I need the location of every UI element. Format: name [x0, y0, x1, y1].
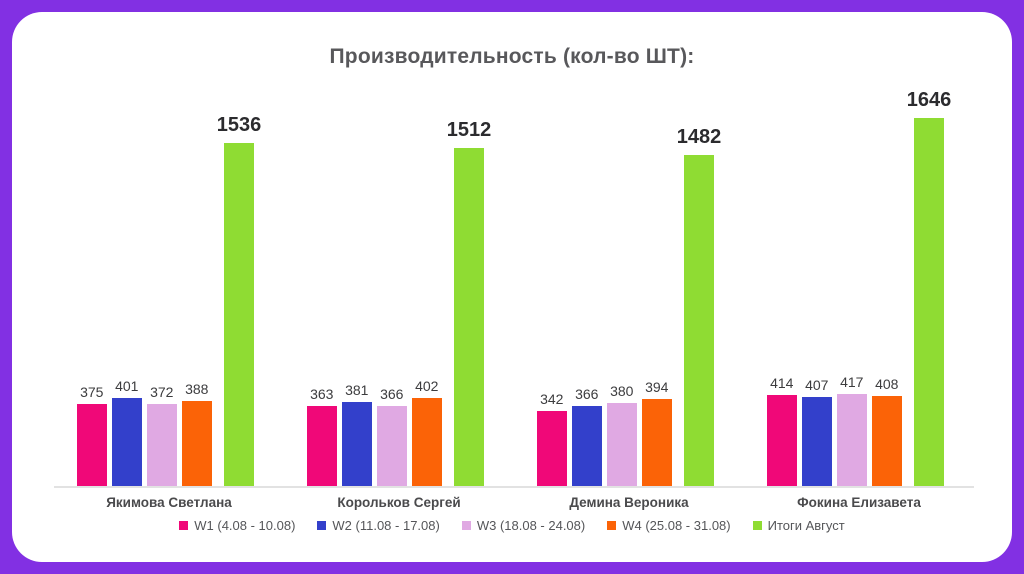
legend-item-2: W2 (11.08 - 17.08) — [317, 518, 440, 533]
category-label: Демина Вероника — [569, 495, 689, 510]
total-value-label: 1482 — [676, 126, 722, 148]
bar-value-label: 375 — [80, 384, 104, 400]
bar-column: 1482 — [676, 126, 722, 488]
legend-item-1: W1 (4.08 - 10.08) — [179, 519, 295, 532]
category-labels: Якимова Светлана Корольков Сергей Демина В… — [54, 495, 974, 510]
legend-swatch-icon — [179, 521, 189, 530]
bar-column: 394 — [641, 379, 672, 488]
bar-value-label: 417 — [840, 374, 864, 390]
bar-group-3: 342 366 380 394 1482 — [514, 12, 744, 488]
bar-series-4 — [641, 399, 672, 488]
bar-series-4 — [181, 401, 212, 488]
bar-value-label: 342 — [540, 391, 564, 407]
bar-column: 407 — [801, 377, 832, 488]
bar-group-2: 363 381 366 402 1512 — [284, 12, 514, 488]
bar-groups: 375 401 372 388 1536 363 381 366 402 1512 342 366 38… — [54, 12, 974, 488]
legend-label: Итоги Август — [767, 518, 845, 533]
bar-column: 408 — [871, 376, 902, 488]
bar-chart-plot: 375 401 372 388 1536 363 381 366 402 1512 342 366 38… — [54, 12, 974, 488]
bar-series-1 — [306, 406, 337, 488]
bar-value-label: 363 — [310, 386, 334, 402]
bar-column: 381 — [341, 382, 372, 488]
bar-column: 1536 — [216, 114, 262, 488]
bar-value-label: 366 — [575, 386, 599, 402]
legend-label: W4 (25.08 - 31.08) — [622, 518, 731, 533]
bar-series-3 — [376, 406, 407, 488]
legend-label: W2 (11.08 - 17.08) — [332, 518, 440, 533]
bar-series-1 — [766, 395, 797, 488]
total-value-label: 1512 — [446, 119, 492, 141]
chart-card: Производительность (кол-во ШТ): 375 401 37… — [12, 12, 1012, 562]
bar-group-1: 375 401 372 388 1536 — [54, 12, 284, 488]
bar-value-label: 380 — [610, 383, 634, 399]
chart-title: Производительность (кол-во ШТ): — [329, 45, 695, 68]
bar-column: 380 — [606, 383, 637, 488]
bar-series-5 — [684, 155, 714, 488]
legend-item-3: W3 (18.08 - 24.08) — [461, 518, 586, 533]
bar-series-1 — [536, 411, 567, 488]
chart-legend: W1 (4.08 - 10.08) W2 (11.08 - 17.08) W3 (1… — [12, 519, 1012, 532]
category-label: Корольков Сергей — [337, 495, 461, 510]
bar-value-label: 388 — [185, 381, 209, 397]
bar-series-5 — [914, 118, 944, 488]
bar-column: 375 — [76, 384, 107, 488]
bar-series-5 — [454, 148, 484, 488]
bar-series-5 — [224, 143, 254, 488]
category-label: Фокина Елизавета — [797, 495, 921, 510]
bar-column: 417 — [836, 374, 867, 488]
bar-series-3 — [836, 394, 867, 488]
bar-column: 402 — [411, 378, 442, 488]
bar-column: 1512 — [446, 119, 492, 488]
bar-value-label: 408 — [875, 376, 899, 392]
legend-swatch-icon — [607, 521, 617, 530]
legend-item-5: Итоги Август — [752, 518, 845, 533]
bar-value-label: 414 — [770, 375, 794, 391]
bar-series-2 — [111, 398, 142, 488]
bar-column: 366 — [571, 386, 602, 488]
bar-series-2 — [341, 402, 372, 488]
bar-value-label: 381 — [345, 382, 369, 398]
bar-series-4 — [871, 396, 902, 488]
total-value-label: 1536 — [216, 114, 262, 136]
legend-swatch-icon — [461, 521, 471, 530]
bar-value-label: 401 — [115, 378, 139, 394]
bar-value-label: 372 — [150, 384, 174, 400]
bar-value-label: 366 — [380, 386, 404, 402]
bar-value-label: 402 — [415, 378, 439, 394]
category-label: Якимова Светлана — [106, 495, 232, 510]
bar-column: 363 — [306, 386, 337, 488]
bar-column: 342 — [536, 391, 567, 488]
total-value-label: 1646 — [906, 89, 952, 111]
bar-column: 366 — [376, 386, 407, 488]
legend-item-4: W4 (25.08 - 31.08) — [607, 518, 731, 533]
bar-column: 372 — [146, 384, 177, 488]
legend-swatch-icon — [752, 521, 762, 530]
legend-swatch-icon — [317, 521, 327, 530]
bar-series-3 — [146, 404, 177, 488]
bar-value-label: 407 — [805, 377, 829, 393]
bar-column: 388 — [181, 381, 212, 488]
bar-column: 401 — [111, 378, 142, 488]
legend-label: W1 (4.08 - 10.08) — [194, 518, 296, 533]
bar-value-label: 394 — [645, 379, 669, 395]
bar-series-4 — [411, 398, 442, 488]
bar-column: 414 — [766, 375, 797, 488]
bar-series-2 — [801, 397, 832, 488]
bar-column: 1646 — [906, 89, 952, 488]
legend-label: W3 (18.08 - 24.08) — [476, 518, 586, 533]
x-axis-line — [54, 486, 974, 488]
bar-series-2 — [571, 406, 602, 488]
bar-series-3 — [606, 403, 637, 488]
bar-group-4: 414 407 417 408 1646 — [744, 12, 974, 488]
bar-series-1 — [76, 404, 107, 488]
